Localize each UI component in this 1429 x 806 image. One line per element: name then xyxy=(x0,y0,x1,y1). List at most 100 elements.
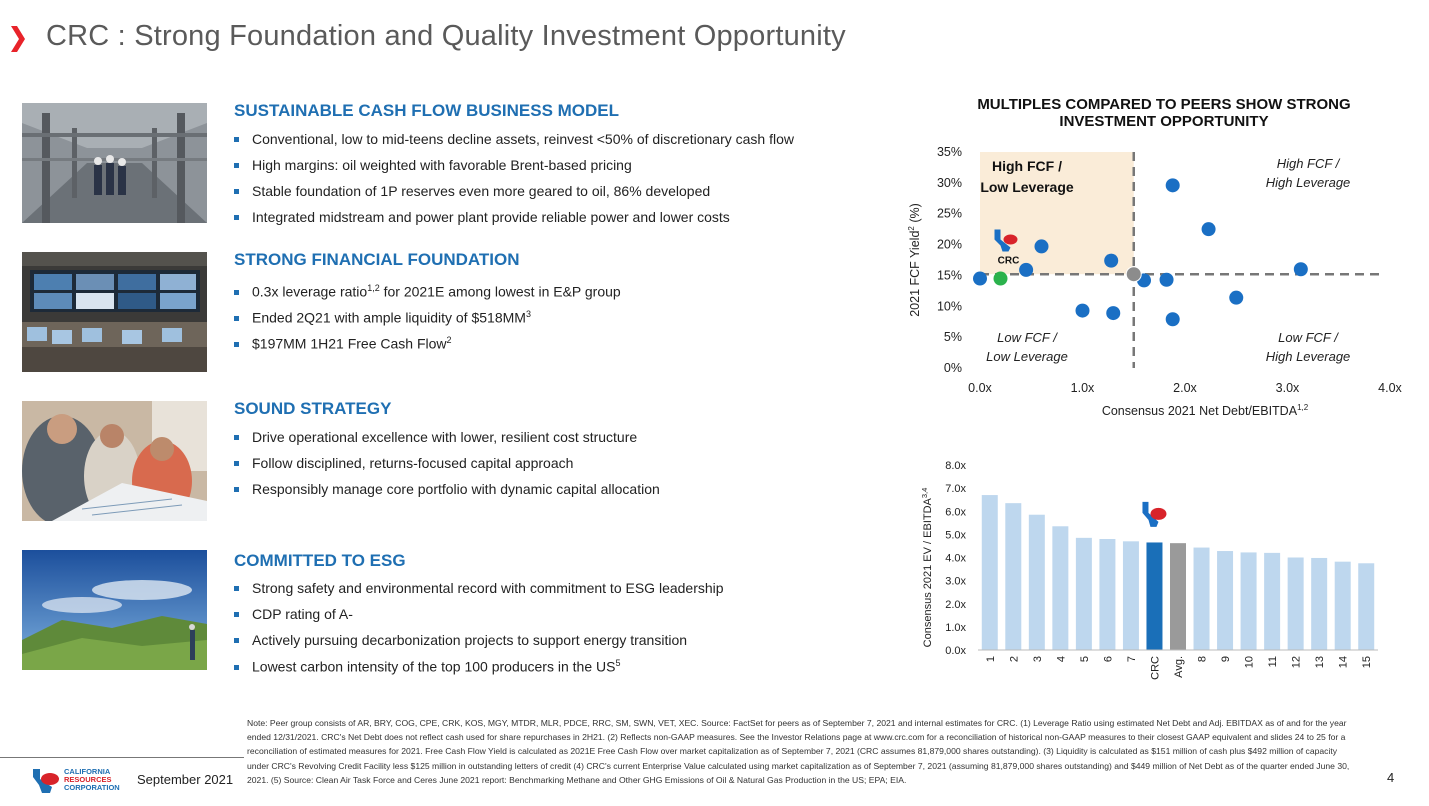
section-heading-strategy: SOUND STRATEGY xyxy=(234,399,392,418)
peer-bar xyxy=(1240,552,1257,650)
page-number: 4 xyxy=(1387,770,1395,785)
peer-bar xyxy=(1075,537,1092,650)
bar-y-tick-label: 1.0x xyxy=(945,622,966,634)
quadrant-high-fcf-low-leverage xyxy=(980,152,1134,275)
crc-logo-icon xyxy=(1150,507,1167,520)
peer-data-point xyxy=(1104,253,1119,268)
x-axis-label: Consensus 2021 Net Debt/EBITDA1,2 xyxy=(1102,403,1309,418)
bar-category-label: 15 xyxy=(1361,656,1373,668)
section-heading-cash-flow: SUSTAINABLE CASH FLOW BUSINESS MODEL xyxy=(234,101,620,120)
walkway-photo xyxy=(22,103,207,223)
peer-data-point xyxy=(1019,262,1034,277)
peer-bar xyxy=(1193,547,1210,650)
bar-category-label: 2 xyxy=(1008,656,1020,662)
footer-date: September 2021 xyxy=(137,772,234,787)
control-room-photo xyxy=(22,252,207,372)
bar-category-label: Avg. xyxy=(1173,656,1185,678)
bar-category-label: 6 xyxy=(1102,656,1114,662)
bar-category-label: 12 xyxy=(1291,656,1303,668)
footer-divider xyxy=(0,757,244,758)
quadrant-label-bottom-right: Low FCF / xyxy=(1278,330,1339,345)
y-tick-label: 20% xyxy=(937,238,962,252)
bar-y-tick-label: 4.0x xyxy=(945,553,966,565)
peer-data-point xyxy=(1034,239,1049,254)
quadrant-label-top-right: High Leverage xyxy=(1266,175,1351,190)
peer-bar xyxy=(1334,561,1351,650)
bar-y-tick-label: 7.0x xyxy=(945,483,966,495)
x-tick-label: 0.0x xyxy=(968,381,992,395)
y-tick-label: 30% xyxy=(937,176,962,190)
y-tick-label: 25% xyxy=(937,207,962,221)
quadrant-label-bottom-left: Low Leverage xyxy=(986,349,1068,364)
y-tick-label: 15% xyxy=(937,268,962,282)
average-data-point xyxy=(1125,266,1142,283)
x-tick-label: 3.0x xyxy=(1276,381,1300,395)
bar-category-label: 8 xyxy=(1197,656,1209,662)
y-axis-label: 2021 FCF Yield2 (%) xyxy=(907,203,922,317)
logo-line-2: RESOURCES xyxy=(64,775,112,784)
bar-category-label: CRC xyxy=(1149,656,1161,680)
bar-category-label: 7 xyxy=(1126,656,1138,662)
list-item: CDP rating of A- xyxy=(234,606,353,622)
scatter-title-text: MULTIPLES COMPARED TO PEERS SHOW STRONG … xyxy=(977,96,1351,130)
landscape-photo xyxy=(22,550,207,670)
bar-y-tick-label: 2.0x xyxy=(945,599,966,611)
list-item: Responsibly manage core portfolio with d… xyxy=(234,481,660,497)
section-heading-esg: COMMITTED TO ESG xyxy=(234,551,406,570)
peer-bar xyxy=(1052,526,1069,650)
y-tick-label: 35% xyxy=(937,145,962,159)
y-tick-label: 0% xyxy=(944,361,962,375)
bar-category-label: 13 xyxy=(1314,656,1326,668)
list-item: Ended 2Q21 with ample liquidity of $518M… xyxy=(234,309,531,326)
footnotes: Note: Peer group consists of AR, BRY, CO… xyxy=(247,718,1350,785)
list-item: Integrated midstream and power plant pro… xyxy=(234,209,730,225)
quadrant-label-bottom-left: Low FCF / xyxy=(997,330,1058,345)
list-item: Conventional, low to mid-teens decline a… xyxy=(234,131,794,147)
peer-bar xyxy=(981,495,998,650)
company-logo: CALIFORNIA RESOURCES CORPORATION xyxy=(33,767,120,793)
bar-chart: 0.0x 1.0x 2.0x 3.0x 4.0x 5.0x 6.0x 7.0x 8.0x Cons… xyxy=(920,460,1378,680)
x-tick-label: 4.0x xyxy=(1378,381,1402,395)
list-item: 0.3x leverage ratio1,2 for 2021E among l… xyxy=(234,283,621,300)
bar-category-label: 14 xyxy=(1338,656,1350,668)
bar-category-label: 10 xyxy=(1244,656,1256,668)
logo-line-1: CALIFORNIA xyxy=(64,767,111,776)
bar-y-tick-label: 5.0x xyxy=(945,529,966,541)
bar-category-label: 4 xyxy=(1055,656,1067,662)
quadrant-label-top-left: High FCF / xyxy=(992,158,1062,174)
crc-logo-icon xyxy=(1003,234,1018,245)
peer-data-point xyxy=(1165,178,1180,193)
bar-category-label: 11 xyxy=(1267,656,1279,667)
crc-point-label: CRC xyxy=(998,255,1020,266)
crc-data-point xyxy=(993,271,1008,286)
peer-data-point xyxy=(1293,262,1308,277)
bar-category-label: 3 xyxy=(1032,656,1044,662)
crc-logo-icon xyxy=(994,229,1011,252)
peer-data-point xyxy=(1075,303,1090,318)
peer-bar xyxy=(1311,557,1328,650)
bar-y-tick-label: 3.0x xyxy=(945,576,966,588)
list-item: High margins: oil weighted with favorabl… xyxy=(234,157,632,173)
peer-bar xyxy=(1099,539,1116,650)
title-chevron-icon xyxy=(11,26,25,52)
scatter-chart-title: MULTIPLES COMPARED TO PEERS SHOW STRONG … xyxy=(930,96,1398,130)
crc-bar xyxy=(1146,542,1163,650)
list-item: Strong safety and environmental record w… xyxy=(234,580,724,596)
bar-y-axis-label: Consensus 2021 EV / EBITDA3,4 xyxy=(920,488,934,648)
section-heading-financial: STRONG FINANCIAL FOUNDATION xyxy=(234,250,520,269)
list-item: Drive operational excellence with lower,… xyxy=(234,429,637,445)
list-item: Actively pursuing decarbonization projec… xyxy=(234,632,687,648)
x-tick-label: 1.0x xyxy=(1071,381,1095,395)
crc-logo-icon xyxy=(1142,501,1159,527)
list-item: Stable foundation of 1P reserves even mo… xyxy=(234,183,710,199)
y-tick-label: 5% xyxy=(944,330,962,344)
list-item: Lowest carbon intensity of the top 100 p… xyxy=(234,658,620,675)
list-item: $197MM 1H21 Free Cash Flow2 xyxy=(234,335,452,352)
peer-data-point xyxy=(973,271,987,286)
logo-line-3: CORPORATION xyxy=(64,783,120,792)
peer-bar xyxy=(1217,551,1234,650)
quadrant-label-top-left: Low Leverage xyxy=(980,179,1074,195)
team-reviewing-plans-photo xyxy=(22,401,207,521)
bar-y-tick-label: 0.0x xyxy=(945,645,966,657)
scatter-chart: 0% 5% 10% 15% 20% 25% 30% 35% 0.0x 1.0x 2.0x 3.0x 4.… xyxy=(907,145,1403,418)
